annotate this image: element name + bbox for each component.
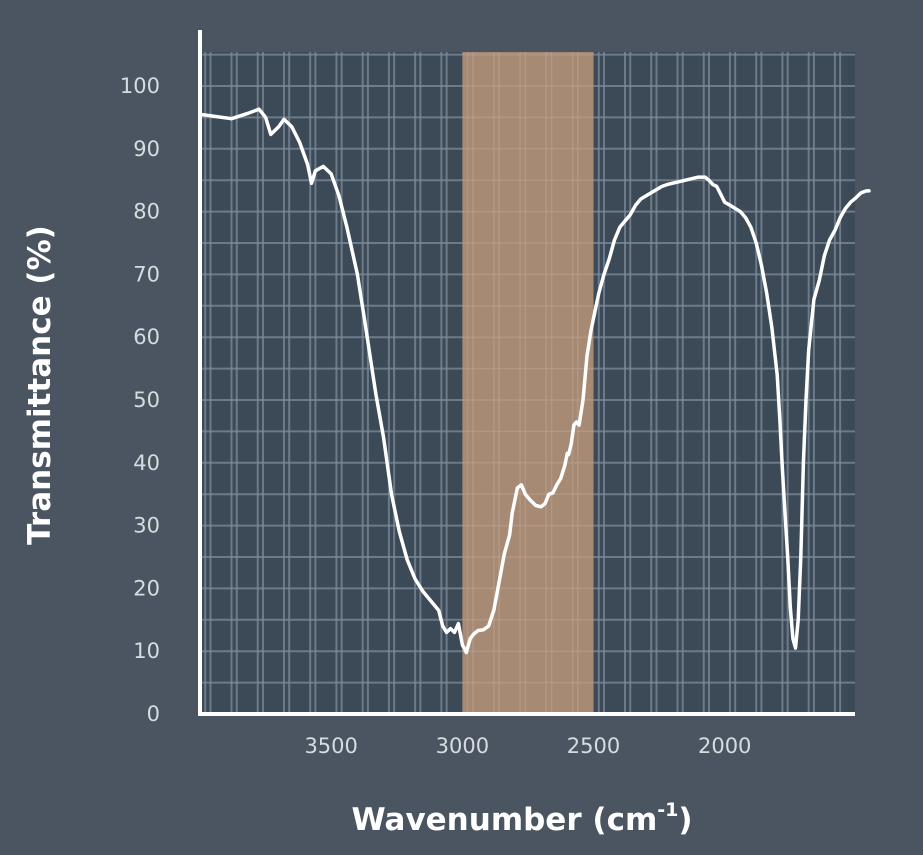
x-axis-title-exponent: -1 (657, 799, 678, 821)
x-tick-label: 2000 (698, 734, 751, 758)
y-tick-label: 70 (133, 262, 160, 286)
x-tick-label: 2500 (567, 734, 620, 758)
y-tick-label: 100 (120, 74, 160, 98)
y-tick-label: 0 (147, 702, 160, 726)
y-tick-label: 60 (133, 325, 160, 349)
y-tick-label: 30 (133, 514, 160, 538)
x-axis-title-suffix: ) (678, 802, 692, 838)
x-tick-label: 3000 (436, 734, 489, 758)
y-tick-label: 40 (133, 451, 160, 475)
highlight-grid-lines (462, 52, 594, 714)
y-tick-label: 80 (133, 200, 160, 224)
y-tick-label: 50 (133, 388, 160, 412)
x-axis-title-main: Wavenumber (cm (351, 802, 657, 838)
y-tick-label: 20 (133, 576, 160, 600)
y-tick-label: 10 (133, 639, 160, 663)
y-tick-label: 90 (133, 137, 160, 161)
spectrum-curve (198, 107, 871, 655)
x-axis-title: Wavenumber (cm-1) (351, 799, 692, 838)
y-axis-title: Transmittance (%) (22, 225, 58, 545)
x-tick-labels: 3500 3000 2500 2000 (304, 734, 751, 758)
y-tick-labels: 0 10 20 30 40 50 60 70 80 90 100 (120, 74, 160, 726)
highlight-region (462, 52, 594, 714)
x-tick-label: 3500 (304, 734, 357, 758)
